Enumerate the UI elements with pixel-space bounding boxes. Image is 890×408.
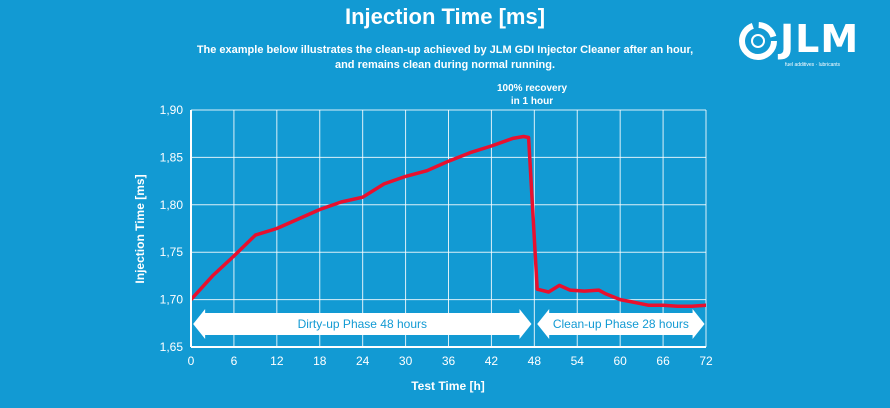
x-tick-label: 24 [356, 354, 370, 368]
series-layer [191, 134, 706, 308]
x-tick-label: 36 [442, 354, 456, 368]
chart-subtitle: The example below illustrates the clean-… [140, 43, 750, 73]
x-tick-label: 0 [188, 354, 195, 368]
x-tick-label: 60 [613, 354, 627, 368]
clean-phase-label: Clean-up Phase 28 hours [553, 317, 689, 331]
y-tick-label: 1,85 [160, 150, 184, 164]
y-tick-label: 1,90 [160, 103, 184, 117]
subtitle-line-2: and remains clean during normal running. [334, 59, 556, 71]
y-tick-label: 1,80 [160, 198, 184, 212]
logo-tagline: fuel additives · lubricants [785, 62, 841, 68]
y-tick-label: 1,75 [160, 245, 184, 259]
injection-time-series-line [191, 134, 706, 308]
dirty-phase-label: Dirty-up Phase 48 hours [298, 317, 427, 331]
x-tick-label: 72 [699, 354, 713, 368]
x-tick-label: 6 [231, 354, 238, 368]
chart-title: Injection Time [ms] [344, 4, 546, 29]
logo-ring-icon [739, 22, 777, 60]
chart-grid [190, 109, 707, 348]
y-tick-label: 1,70 [160, 293, 184, 307]
y-axis-label: Injection Time [ms] [133, 174, 147, 283]
x-tick-label: 66 [656, 354, 670, 368]
dirty-phase-arrow [193, 309, 532, 339]
y-tick-label: 1,65 [160, 340, 184, 354]
clean-phase-arrow [537, 309, 705, 339]
x-tick-label: 30 [399, 354, 413, 368]
annotation-line-2: in 1 hour [511, 96, 553, 107]
x-tick-label: 48 [528, 354, 542, 368]
x-tick-label: 54 [571, 354, 585, 368]
logo-text: JLM [780, 17, 860, 61]
jlm-logo: JLM fuel additives · lubricants [738, 17, 873, 76]
annotation-line-1: 100% recovery [497, 83, 567, 94]
x-tick-label: 12 [270, 354, 284, 368]
phase-arrows [193, 309, 705, 339]
x-tick-label: 42 [485, 354, 499, 368]
subtitle-line-1: The example below illustrates the clean-… [196, 44, 694, 56]
x-tick-label: 18 [313, 354, 327, 368]
x-axis-label: Test Time [h] [411, 379, 485, 393]
chart-axes: 0 6 12 18 24 30 36 42 48 54 60 66 72 1,65 1,70 1,75 1,80… [160, 103, 713, 368]
